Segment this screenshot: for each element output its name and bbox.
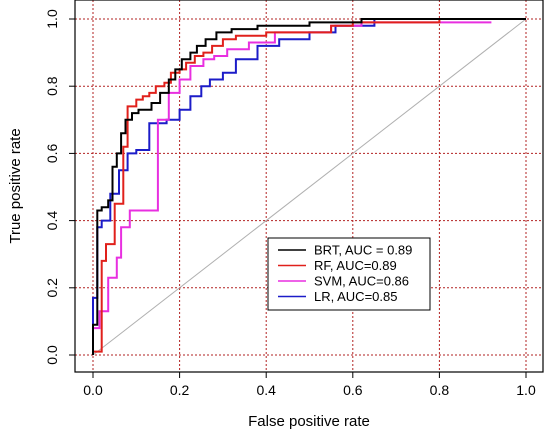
x-tick-label: 0.0 [83, 382, 103, 398]
y-tick-label: 0.0 [44, 345, 60, 365]
y-tick-label: 0.2 [44, 278, 60, 298]
y-axis: 0.0 0.2 0.4 0.6 0.8 1.0 [44, 9, 76, 365]
x-tick-label: 0.2 [170, 382, 190, 398]
series-line-3 [92, 18, 526, 355]
legend-label: LR, AUC=0.85 [314, 289, 397, 304]
grid [75, 0, 543, 372]
series-lines [92, 18, 526, 355]
y-tick-label: 0.4 [44, 211, 60, 231]
legend-label: SVM, AUC=0.86 [314, 274, 409, 289]
x-tick-label: 0.6 [343, 382, 363, 398]
x-axis-title: False positive rate [248, 413, 370, 430]
reference-line [92, 18, 527, 356]
legend-label: RF, AUC=0.89 [314, 258, 397, 273]
y-tick-label: 0.6 [44, 143, 60, 163]
reference-diagonal [92, 18, 527, 356]
x-tick-label: 1.0 [516, 382, 536, 398]
x-axis: 0.0 0.2 0.4 0.6 0.8 1.0 [83, 371, 536, 398]
x-tick-label: 0.8 [430, 382, 450, 398]
y-axis-title: True positive rate [7, 128, 24, 243]
y-tick-label: 1.0 [44, 9, 60, 29]
x-tick-label: 0.4 [256, 382, 276, 398]
y-tick-label: 0.8 [44, 76, 60, 96]
plot-frame [74, 0, 544, 373]
series-line-0 [92, 18, 526, 355]
legend-label: BRT, AUC = 0.89 [314, 243, 412, 258]
